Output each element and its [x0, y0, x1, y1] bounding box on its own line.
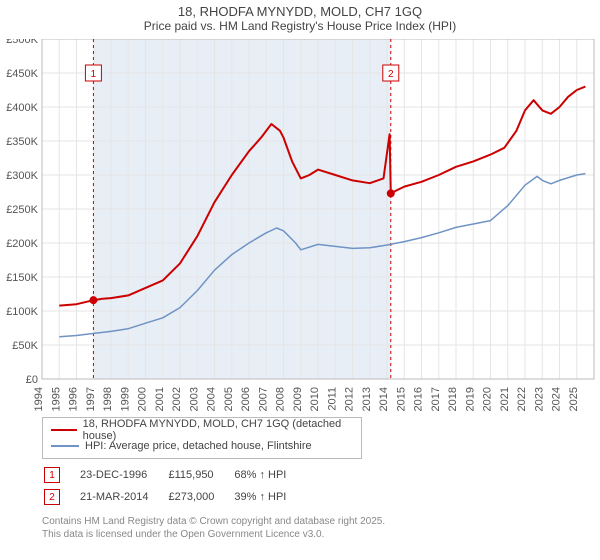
x-tick-label: 2003	[188, 387, 200, 411]
x-tick-label: 2011	[326, 387, 338, 411]
x-tick-label: 2000	[137, 387, 149, 411]
x-tick-label: 2022	[516, 387, 528, 411]
x-tick-label: 2001	[154, 387, 166, 411]
x-tick-label: 2018	[447, 387, 459, 411]
page-subtitle: Price paid vs. HM Land Registry's House …	[0, 19, 600, 39]
x-tick-label: 1997	[85, 387, 97, 411]
sale-price: £273,000	[168, 487, 232, 507]
x-tick-label: 2015	[395, 387, 407, 411]
page-title: 18, RHODFA MYNYDD, MOLD, CH7 1GQ	[0, 0, 600, 19]
x-tick-label: 1996	[68, 387, 80, 411]
legend: 18, RHODFA MYNYDD, MOLD, CH7 1GQ (detach…	[42, 417, 362, 459]
sale-row: 2 21-MAR-2014£273,00039% ↑ HPI	[44, 487, 304, 507]
sale-marker-number: 1	[91, 69, 97, 80]
sale-date: 21-MAR-2014	[80, 487, 166, 507]
sales-table: 1 23-DEC-1996£115,95068% ↑ HPI 2 21-MAR-201…	[42, 463, 306, 509]
x-tick-label: 2007	[257, 387, 269, 411]
x-tick-label: 2005	[223, 387, 235, 411]
x-tick-label: 2004	[206, 387, 218, 411]
x-tick-label: 2009	[292, 387, 304, 411]
legend-swatch-property	[51, 429, 77, 431]
sale-price: £115,950	[168, 465, 232, 485]
y-tick-label: £150K	[6, 272, 38, 284]
x-tick-label: 1994	[33, 387, 45, 411]
x-tick-label: 1995	[50, 387, 62, 411]
x-tick-label: 2012	[344, 387, 356, 411]
y-tick-label: £350K	[6, 136, 38, 148]
x-tick-label: 2017	[430, 387, 442, 411]
x-tick-label: 2025	[568, 387, 580, 411]
sale-vs-hpi: 68% ↑ HPI	[234, 465, 304, 485]
x-tick-label: 2002	[171, 387, 183, 411]
legend-label-hpi: HPI: Average price, detached house, Flin…	[85, 440, 312, 452]
x-tick-label: 2016	[413, 387, 425, 411]
legend-item-hpi: HPI: Average price, detached house, Flin…	[51, 438, 353, 454]
legend-label-property: 18, RHODFA MYNYDD, MOLD, CH7 1GQ (detach…	[83, 418, 353, 442]
y-tick-label: £0	[26, 374, 38, 386]
x-tick-label: 2014	[378, 387, 390, 411]
legend-item-property: 18, RHODFA MYNYDD, MOLD, CH7 1GQ (detach…	[51, 422, 353, 438]
sale-date: 23-DEC-1996	[80, 465, 166, 485]
y-tick-label: £100K	[6, 306, 38, 318]
y-tick-label: £400K	[6, 102, 38, 114]
x-tick-label: 2021	[499, 387, 511, 411]
sale-marker-ref: 1	[44, 467, 60, 483]
y-tick-label: £50K	[12, 340, 38, 352]
x-tick-label: 2008	[275, 387, 287, 411]
x-tick-label: 2010	[309, 387, 321, 411]
y-tick-label: £300K	[6, 170, 38, 182]
x-tick-label: 1998	[102, 387, 114, 411]
y-tick-label: £250K	[6, 204, 38, 216]
y-tick-label: £200K	[6, 238, 38, 250]
x-tick-label: 2013	[361, 387, 373, 411]
price-chart: £0 £50K £100K £150K £200K £250K £300K £350K £400…	[0, 39, 600, 411]
footer: Contains HM Land Registry data © Crown c…	[42, 515, 600, 541]
x-tick-label: 2024	[551, 387, 563, 411]
x-tick-label: 1999	[119, 387, 131, 411]
x-tick-label: 2020	[482, 387, 494, 411]
sale-marker-number: 2	[388, 69, 394, 80]
sale-row: 1 23-DEC-1996£115,95068% ↑ HPI	[44, 465, 304, 485]
y-tick-label: £450K	[6, 68, 38, 80]
sale-marker-ref: 2	[44, 489, 60, 505]
x-tick-label: 2006	[240, 387, 252, 411]
y-tick-label: £500K	[6, 39, 38, 46]
footer-line: This data is licensed under the Open Gov…	[42, 528, 600, 541]
legend-swatch-hpi	[51, 445, 79, 447]
x-tick-label: 2023	[533, 387, 545, 411]
footer-line: Contains HM Land Registry data © Crown c…	[42, 515, 600, 528]
sale-vs-hpi: 39% ↑ HPI	[234, 487, 304, 507]
x-tick-label: 2019	[464, 387, 476, 411]
